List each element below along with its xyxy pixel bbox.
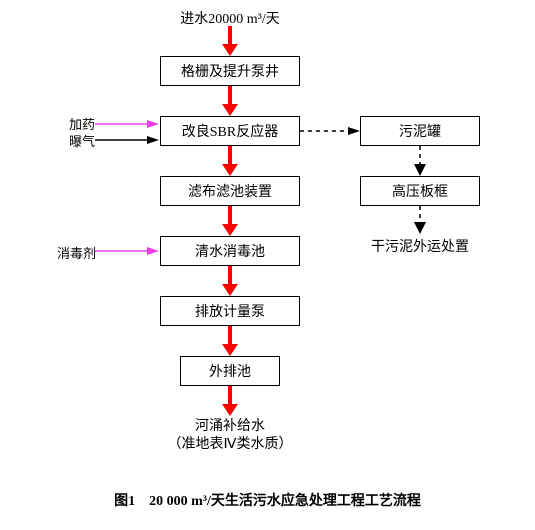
- disinfectant-text: 消毒剂: [57, 246, 96, 261]
- main-output-line2: （准地表Ⅳ类水质）: [168, 437, 293, 452]
- n1-label: 格栅及提升泵井: [181, 61, 279, 81]
- main-output-label: 河涌补给水 （准地表Ⅳ类水质）: [120, 418, 340, 454]
- arrow-dosing: [95, 119, 160, 129]
- arrow-aeration: [95, 135, 160, 145]
- node-n1: 格栅及提升泵井: [160, 56, 300, 86]
- aeration-label: 曝气: [55, 131, 95, 150]
- arrow-n6-out: [227, 386, 233, 416]
- right-output-label: 干污泥外运处置: [360, 236, 480, 256]
- node-n5: 排放计量泵: [160, 296, 300, 326]
- r1-label: 污泥罐: [399, 121, 441, 141]
- n6-label: 外排池: [209, 361, 251, 381]
- main-output-line1: 河涌补给水: [195, 419, 265, 434]
- n4-label: 清水消毒池: [195, 241, 265, 261]
- caption-text: 图1 20 000 m³/天生活污水应急处理工程工艺流程: [114, 494, 421, 509]
- aeration-text: 曝气: [69, 134, 95, 149]
- dosing-text: 加药: [69, 117, 95, 132]
- figure-caption: 图1 20 000 m³/天生活污水应急处理工程工艺流程: [0, 490, 535, 510]
- n2-label: 改良SBR反应器: [182, 121, 278, 141]
- node-r2: 高压板框: [360, 176, 480, 206]
- n5-label: 排放计量泵: [195, 301, 265, 321]
- arrow-disinfectant: [95, 246, 160, 256]
- arrow-n2-r1: [300, 126, 360, 136]
- right-output-text: 干污泥外运处置: [371, 240, 469, 255]
- arrow-n3-n4: [227, 206, 233, 236]
- node-r1: 污泥罐: [360, 116, 480, 146]
- arrow-r2-out: [417, 206, 423, 234]
- arrow-r1-r2: [417, 146, 423, 176]
- node-n2: 改良SBR反应器: [160, 116, 300, 146]
- disinfectant-label: 消毒剂: [46, 243, 96, 262]
- arrow-n2-n3: [227, 146, 233, 176]
- arrow-n1-n2: [227, 86, 233, 116]
- arrow-n5-n6: [227, 326, 233, 356]
- node-n6: 外排池: [180, 356, 280, 386]
- node-n3: 滤布滤池装置: [160, 176, 300, 206]
- inflow-text: 进水20000 m³/天: [180, 12, 279, 27]
- inflow-label: 进水20000 m³/天: [0, 8, 460, 28]
- arrow-n4-n5: [227, 266, 233, 296]
- n3-label: 滤布滤池装置: [188, 181, 272, 201]
- arrow-in-n1: [227, 26, 233, 56]
- node-n4: 清水消毒池: [160, 236, 300, 266]
- r2-label: 高压板框: [392, 181, 448, 201]
